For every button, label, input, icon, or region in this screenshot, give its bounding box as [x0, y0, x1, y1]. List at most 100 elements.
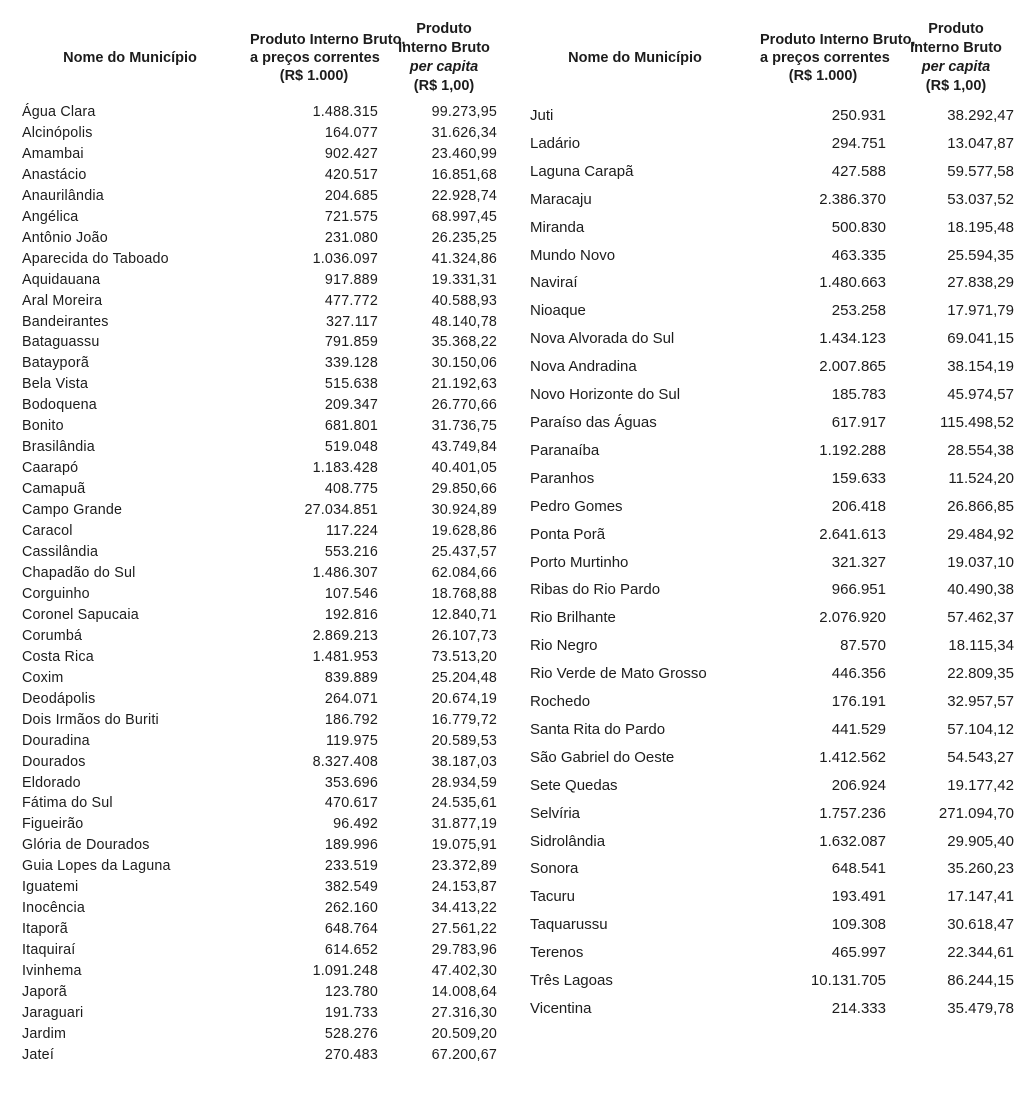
gdp-value: 231.080 [324, 229, 378, 246]
gdp-header-line1: Produto Interno Bruto, [250, 31, 406, 48]
column-header-municipality: Nome do Município [0, 14, 250, 102]
municipality-name: Água Clara [22, 104, 96, 120]
table-row: Tacuru 193.491 17.147,41 [510, 883, 1034, 911]
municipality-name: Glória de Dourados [22, 837, 150, 854]
municipality-name: Dois Irmãos do Buriti [22, 711, 159, 728]
gdp-value: 107.546 [324, 585, 378, 602]
gdp-value: 2.869.213 [312, 627, 378, 644]
gdp-value: 2.641.613 [819, 525, 886, 543]
gdp-per-capita-value: 86.244,15 [947, 972, 1014, 990]
gdp-value: 2.076.920 [819, 609, 886, 627]
gdp-value: 420.517 [324, 166, 378, 183]
gdp-value: 294.751 [831, 134, 886, 152]
gdp-per-capita-value: 22.928,74 [431, 187, 497, 204]
percapita-header-line1: Produto [416, 21, 472, 38]
gdp-per-capita-value: 30.924,89 [431, 502, 497, 519]
gdp-per-capita-value: 14.008,64 [431, 984, 497, 1001]
gdp-value: 321.327 [831, 553, 886, 571]
gdp-per-capita-value: 271.094,70 [938, 804, 1014, 822]
gdp-per-capita-value: 38.187,03 [431, 753, 497, 770]
gdp-per-capita-value: 27.316,30 [431, 1004, 497, 1021]
municipality-name: Aquidauana [22, 271, 101, 288]
table-row: Porto Murtinho 321.327 19.037,10 [510, 549, 1034, 577]
table-row: Terenos 465.997 22.344,61 [510, 939, 1034, 967]
municipality-name: Bataguassu [22, 334, 100, 351]
gdp-per-capita-value: 59.577,58 [947, 162, 1014, 180]
table-row: Amambai 902.427 23.460,99 [0, 144, 510, 165]
gdp-per-capita-value: 31.877,19 [431, 816, 497, 833]
municipality-name: Eldorado [22, 774, 81, 791]
table-row: Iguatemi 382.549 24.153,87 [0, 877, 510, 898]
gdp-value: 446.356 [831, 665, 886, 683]
municipality-name: Taquarussu [530, 916, 608, 934]
municipality-name: Brasilândia [22, 439, 95, 456]
gdp-per-capita-value: 18.115,34 [948, 637, 1014, 655]
gdp-value: 966.951 [831, 581, 886, 599]
gdp-value: 1.434.123 [819, 330, 886, 348]
table-row: Caarapó 1.183.428 40.401,05 [0, 458, 510, 479]
gdp-per-capita-value: 26.107,73 [431, 627, 497, 644]
municipality-name: Coronel Sapucaia [22, 606, 139, 623]
gdp-per-capita-value: 115.498,52 [940, 413, 1014, 431]
table-row: Rio Brilhante 2.076.920 57.462,37 [510, 604, 1034, 632]
gdp-per-capita-value: 45.974,57 [947, 386, 1014, 404]
gdp-value: 250.931 [831, 107, 886, 124]
table-row: Guia Lopes da Laguna 233.519 23.372,89 [0, 856, 510, 877]
gdp-value: 441.529 [831, 720, 886, 738]
gdp-per-capita-value: 19.075,91 [431, 837, 497, 854]
municipality-name: Fátima do Sul [22, 795, 113, 812]
gdp-per-capita-value: 35.479,78 [947, 1000, 1014, 1017]
gdp-value: 408.775 [324, 481, 378, 498]
table-row: Deodápolis 264.071 20.674,19 [0, 689, 510, 710]
table-row: Laguna Carapã 427.588 59.577,58 [510, 158, 1034, 186]
gdp-table-right: Nome do Município Produto Interno Bruto,… [510, 14, 1034, 1023]
table-row: Dourados 8.327.408 38.187,03 [0, 752, 510, 773]
table-row: Rio Negro 87.570 18.115,34 [510, 632, 1034, 660]
table-row: Maracaju 2.386.370 53.037,52 [510, 186, 1034, 214]
gdp-per-capita-value: 40.588,93 [431, 292, 497, 309]
table-row: Paranhos 159.633 11.524,20 [510, 465, 1034, 493]
gdp-value: 902.427 [324, 145, 378, 162]
gdp-value: 839.889 [324, 669, 378, 686]
gdp-per-capita-value: 19.037,10 [947, 553, 1014, 571]
municipality-name: Antônio João [22, 229, 108, 246]
gdp-per-capita-value: 34.413,22 [431, 900, 497, 917]
gdp-value: 1.481.953 [312, 648, 378, 665]
municipality-name: Figueirão [22, 816, 84, 833]
gdp-per-capita-value: 73.513,20 [431, 648, 497, 665]
table-row: Ivinhema 1.091.248 47.402,30 [0, 961, 510, 982]
gdp-value: 8.327.408 [312, 753, 378, 770]
table-row: Ponta Porã 2.641.613 29.484,92 [510, 521, 1034, 549]
municipality-name: Corumbá [22, 627, 83, 644]
gdp-value: 681.801 [324, 418, 378, 435]
municipality-name: Anaurilândia [22, 187, 104, 204]
gdp-per-capita-value: 19.628,86 [431, 523, 497, 540]
gdp-per-capita-value: 16.851,68 [431, 166, 497, 183]
gdp-value: 27.034.851 [304, 502, 378, 519]
gdp-value: 1.036.097 [312, 250, 378, 267]
table-row: Anaurilândia 204.685 22.928,74 [0, 186, 510, 207]
gdp-per-capita-value: 11.524,20 [948, 469, 1014, 487]
gdp-per-capita-value: 35.368,22 [431, 334, 497, 351]
gdp-per-capita-value: 12.840,71 [431, 606, 497, 623]
gdp-per-capita-value: 62.084,66 [431, 564, 497, 581]
gdp-per-capita-value: 31.626,34 [431, 124, 497, 141]
gdp-value: 87.570 [840, 637, 886, 655]
gdp-per-capita-value: 32.957,57 [947, 693, 1014, 711]
table-row: Eldorado 353.696 28.934,59 [0, 773, 510, 794]
gdp-header-line2: a preços correntes [760, 49, 890, 66]
table-row: Chapadão do Sul 1.486.307 62.084,66 [0, 563, 510, 584]
table-row: Jaraguari 191.733 27.316,30 [0, 1003, 510, 1024]
municipality-name: Ponta Porã [530, 525, 606, 543]
municipality-name: Laguna Carapã [530, 162, 634, 180]
gdp-value: 192.816 [324, 606, 378, 623]
municipality-name: Sonora [530, 860, 579, 878]
municipality-name: São Gabriel do Oeste [530, 748, 675, 766]
gdp-per-capita-value: 68.997,45 [431, 208, 497, 225]
gdp-per-capita-value: 38.292,47 [947, 107, 1014, 124]
gdp-value: 209.347 [324, 397, 378, 414]
gdp-value: 10.131.705 [810, 972, 886, 990]
table-row: Caracol 117.224 19.628,86 [0, 521, 510, 542]
gdp-per-capita-value: 26.866,85 [947, 497, 1014, 515]
table-row: Costa Rica 1.481.953 73.513,20 [0, 647, 510, 668]
